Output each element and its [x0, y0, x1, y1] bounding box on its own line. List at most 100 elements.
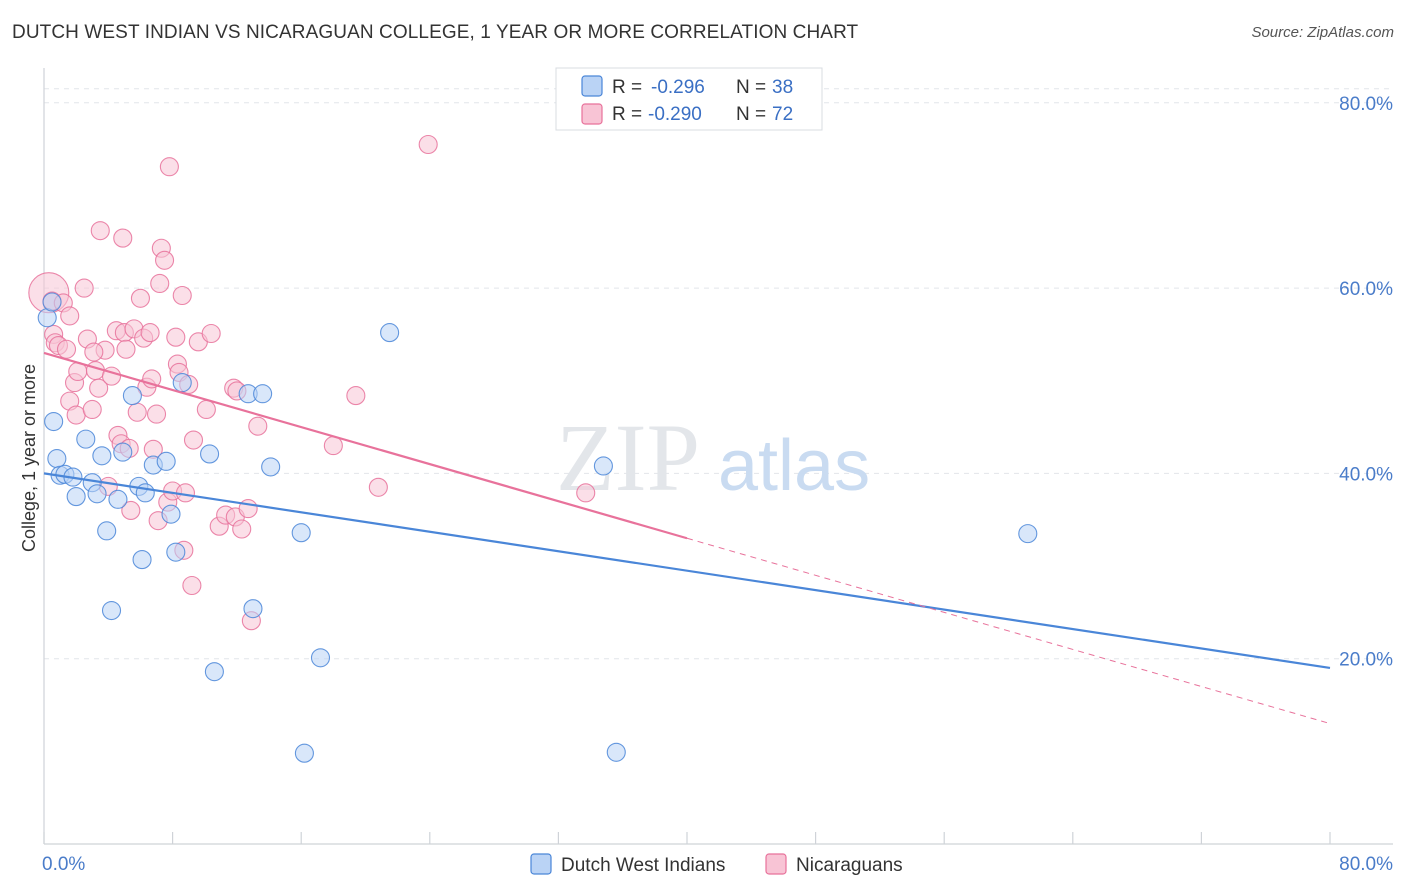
- legend-r-value-pink: -0.290: [648, 104, 702, 125]
- bottom-legend-label-pink: Nicaraguans: [796, 855, 903, 876]
- pink-trend-extension: [686, 537, 1331, 725]
- legend-r-label-blue: R =: [612, 77, 642, 98]
- bottom-legend: Dutch West Indians Nicaraguans: [530, 853, 903, 876]
- pink-point-51: [183, 430, 204, 450]
- blue-point-34: [593, 456, 613, 476]
- pink-point-12: [74, 278, 94, 298]
- pink-point-63: [323, 436, 343, 456]
- y-tick-label-20: 20.0%: [1339, 650, 1393, 671]
- pink-point-14: [82, 399, 102, 420]
- pink-point-54: [201, 323, 221, 344]
- gridlines: [44, 88, 1393, 660]
- pink-point-30: [127, 402, 147, 422]
- legend-swatch-blue: [581, 75, 603, 97]
- pink-trend-line: [43, 351, 688, 540]
- blue-point-28: [253, 384, 273, 404]
- blue-point-18: [135, 483, 155, 503]
- data-points: [28, 134, 1038, 763]
- pink-point-62: [248, 416, 268, 436]
- pink-point-24: [113, 228, 133, 248]
- pink-point-28: [121, 500, 141, 521]
- blue-point-37: [42, 292, 62, 312]
- pink-point-16: [89, 378, 109, 398]
- blue-point-13: [108, 489, 128, 509]
- blue-point-20: [156, 451, 176, 471]
- y-tick-label-80: 80.0%: [1339, 94, 1393, 115]
- blue-point-6: [66, 487, 86, 507]
- watermark-atlas: atlas: [718, 426, 870, 506]
- pink-point-50: [182, 575, 202, 596]
- y-axis-title: College, 1 year or more: [19, 364, 39, 552]
- pink-point-36: [146, 404, 167, 424]
- blue-point-22: [166, 542, 186, 562]
- blue-point-25: [204, 662, 224, 682]
- bottom-legend-swatch-blue: [530, 853, 552, 875]
- pink-point-67: [576, 483, 596, 503]
- blue-point-21: [161, 504, 181, 524]
- blue-point-23: [172, 373, 192, 393]
- pink-point-8: [60, 306, 80, 326]
- blue-point-11: [97, 521, 117, 541]
- pink-point-47: [172, 285, 192, 306]
- chart-source: Source: ZipAtlas.com: [1251, 24, 1394, 41]
- blue-point-15: [122, 386, 142, 406]
- pink-point-31: [130, 288, 150, 308]
- pink-point-42: [159, 157, 179, 177]
- axes: [43, 68, 1393, 845]
- pink-point-17: [90, 221, 110, 241]
- pink-point-69: [84, 342, 104, 362]
- pink-point-10: [66, 405, 86, 425]
- legend-n-label-blue: N =: [736, 77, 766, 98]
- blue-point-12: [101, 600, 122, 621]
- blue-point-14: [113, 442, 133, 462]
- pink-point-53: [196, 399, 216, 420]
- blue-point-7: [76, 429, 96, 449]
- blue-point-36: [1018, 524, 1038, 544]
- y-tick-labels: 20.0% 40.0% 60.0% 80.0%: [1339, 94, 1393, 671]
- pink-point-59: [232, 519, 252, 539]
- watermark: ZIP atlas: [556, 404, 870, 511]
- blue-point-27: [243, 599, 263, 619]
- blue-point-17: [132, 550, 152, 570]
- x-tick-label-max: 80.0%: [1339, 854, 1393, 875]
- pink-point-66: [418, 134, 438, 155]
- chart-title: DUTCH WEST INDIAN VS NICARAGUAN COLLEGE,…: [12, 22, 859, 43]
- top-legend: R = -0.296 N = 38 R = -0.290 N = 72: [555, 67, 823, 131]
- legend-r-label-pink: R =: [612, 104, 642, 125]
- blue-point-32: [310, 648, 331, 668]
- blue-point-33: [380, 323, 400, 343]
- blue-point-10: [92, 446, 112, 466]
- trend-lines: [43, 351, 1331, 725]
- legend-r-value-blue: -0.296: [651, 77, 705, 98]
- blue-point-1: [44, 411, 64, 432]
- legend-swatch-pink: [581, 103, 603, 125]
- blue-point-30: [291, 523, 311, 543]
- blue-trend-line: [43, 472, 1331, 670]
- series-points-dutch-west-indians: [37, 292, 1038, 763]
- y-tick-label-60: 60.0%: [1339, 279, 1393, 300]
- pink-point-65: [368, 477, 388, 497]
- blue-point-29: [261, 457, 281, 477]
- pink-point-68: [140, 323, 160, 343]
- blue-point-9: [87, 484, 107, 504]
- blue-point-0: [37, 308, 57, 328]
- blue-point-35: [606, 742, 626, 762]
- pink-point-44: [166, 327, 186, 347]
- x-tick-label-min: 0.0%: [42, 854, 85, 875]
- legend-n-value-blue: 38: [772, 77, 793, 98]
- legend-n-label-pink: N =: [736, 104, 766, 125]
- pink-point-26: [116, 339, 136, 359]
- blue-point-24: [200, 444, 220, 464]
- bottom-legend-label-blue: Dutch West Indians: [561, 855, 725, 876]
- pink-point-6: [56, 339, 77, 359]
- series-points-nicaraguans: [28, 134, 596, 631]
- pink-point-40: [155, 250, 175, 270]
- pink-point-38: [150, 273, 170, 294]
- blue-point-31: [294, 743, 314, 763]
- blue-point-2: [47, 449, 67, 469]
- legend-n-value-pink: 72: [772, 104, 793, 125]
- bottom-legend-swatch-pink: [765, 853, 787, 875]
- y-tick-label-40: 40.0%: [1339, 464, 1393, 485]
- pink-point-64: [346, 386, 366, 406]
